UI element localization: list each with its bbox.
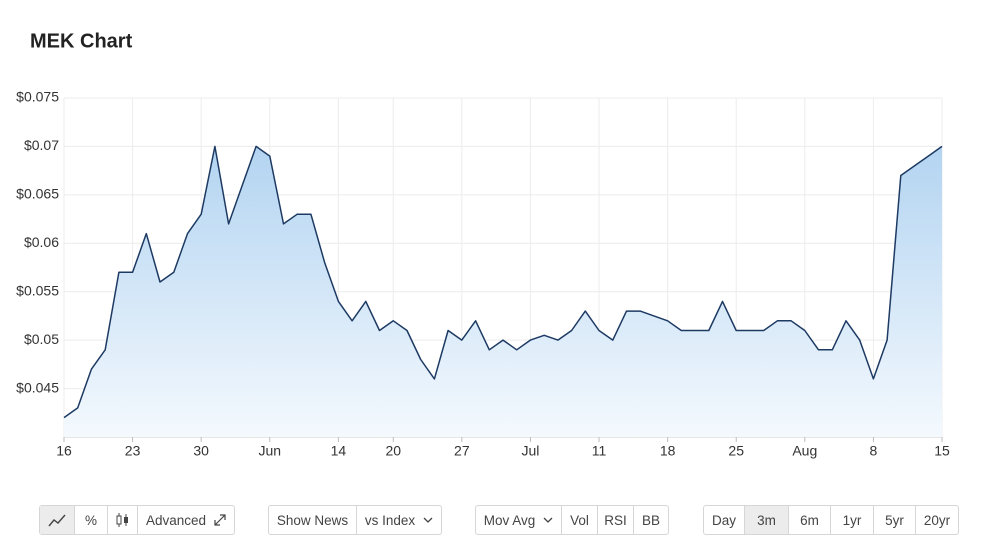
advanced-label: Advanced <box>145 512 207 528</box>
x-tick-label: 8 <box>870 443 878 459</box>
x-tick-label: 18 <box>660 443 676 459</box>
range-button[interactable]: 5yr <box>873 506 915 534</box>
candle-button[interactable] <box>107 506 137 534</box>
y-tick-label: $0.07 <box>24 137 59 153</box>
range-tools: Day 3m 6m 1yr 5yr 20yr <box>703 505 959 535</box>
y-tick-label: $0.075 <box>16 89 59 105</box>
mov-avg-label: Mov Avg <box>483 512 536 528</box>
range-button[interactable]: 20yr <box>915 506 958 534</box>
line-chart-button[interactable] <box>40 506 74 534</box>
vol-button[interactable]: Vol <box>561 506 597 534</box>
candle-icon <box>116 513 128 527</box>
x-tick-label: Jul <box>521 443 539 459</box>
x-tick-label: 30 <box>193 443 209 459</box>
x-tick-label: 16 <box>56 443 72 459</box>
vs-index-button[interactable]: vs Index <box>356 506 441 534</box>
x-tick-label: Aug <box>792 443 817 459</box>
y-tick-label: $0.05 <box>24 331 59 347</box>
advanced-button[interactable]: Advanced <box>137 506 234 534</box>
range-button[interactable]: Day <box>711 512 736 528</box>
x-tick-label: Jun <box>258 443 281 459</box>
y-tick-label: $0.045 <box>16 379 59 395</box>
y-tick-label: $0.06 <box>24 234 59 250</box>
chart-title: MEK Chart <box>30 30 133 52</box>
chevron <box>543 517 553 523</box>
x-tick-label: 27 <box>454 443 470 459</box>
line-icon <box>48 514 66 527</box>
x-tick-label: 25 <box>728 443 744 459</box>
y-tick-label: $0.065 <box>16 186 59 202</box>
overlay-tools: Show News vs Index <box>268 505 442 535</box>
line <box>63 145 943 419</box>
chart-tools: % Advanced <box>39 505 235 535</box>
x-tick-label: 15 <box>934 443 950 459</box>
chart: MEK Chart $0.045 $0.05 $0.055 $0.06 $0.065 $0… <box>16 30 950 459</box>
range-button[interactable]: 1yr <box>830 506 873 534</box>
percent-button[interactable]: % <box>74 506 107 534</box>
range-button[interactable]: 6m <box>788 506 830 534</box>
x-tick-label: 20 <box>385 443 401 459</box>
show-news-button[interactable]: Show News <box>276 512 349 528</box>
chevron <box>423 517 433 523</box>
expand-icon <box>214 514 226 526</box>
x-tick-label: 14 <box>331 443 347 459</box>
y-tick-label: $0.055 <box>16 282 59 298</box>
mov-avg-button[interactable]: Mov Avg <box>476 506 561 534</box>
rsi-button[interactable]: RSI <box>597 506 633 534</box>
area <box>64 146 942 437</box>
range-button[interactable]: 3m <box>744 506 788 534</box>
study-tools: Mov Avg Vol RSI BB <box>475 505 669 535</box>
x-tick-label: 23 <box>125 443 141 459</box>
vs-index-label: vs Index <box>364 512 416 528</box>
bb-button[interactable]: BB <box>633 506 668 534</box>
x-tick-label: 11 <box>592 443 607 459</box>
